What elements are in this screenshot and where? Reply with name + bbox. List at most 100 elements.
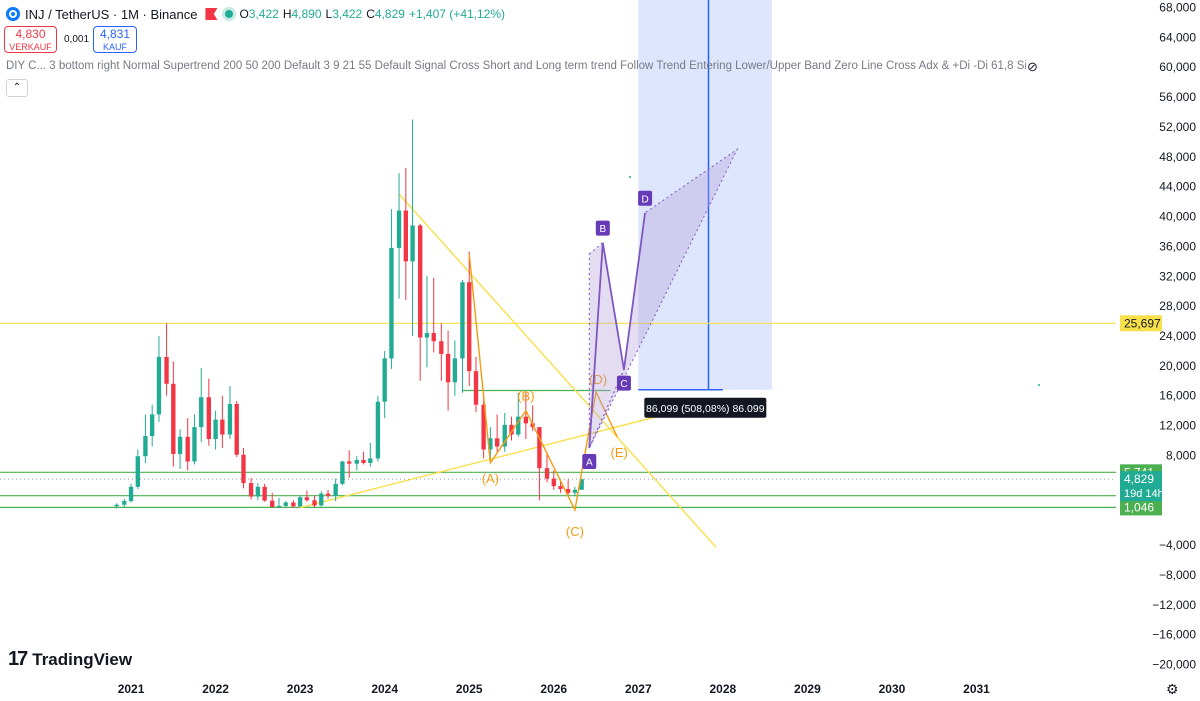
candle-body-28 — [312, 500, 317, 506]
candle-body-38 — [382, 358, 387, 402]
market-open-icon — [225, 10, 234, 18]
candle-body-22 — [270, 500, 275, 507]
candle-body-14 — [213, 419, 218, 440]
x-tick-label-7: 2028 — [710, 682, 737, 696]
candle-body-11 — [192, 427, 197, 462]
projection-label-text: 86,099 (508,08%) 86.099 — [646, 403, 765, 415]
binance-coin-icon — [6, 7, 20, 21]
candle-body-66 — [579, 479, 584, 490]
candle-body-31 — [333, 483, 338, 496]
chart-header: INJ / TetherUS · 1M · Binance O 3,422 H … — [6, 4, 505, 24]
xabcd-label-3: D — [641, 194, 648, 205]
y-tick-label-6: 44,000 — [1159, 180, 1196, 194]
buy-price: 4,831 — [99, 27, 131, 41]
candle-body-30 — [325, 493, 331, 496]
candle-body-43 — [418, 225, 423, 338]
candle-body-50 — [467, 282, 472, 372]
candle-body-24 — [283, 502, 288, 506]
high-label: H — [282, 7, 292, 21]
candle-body-44 — [424, 333, 430, 338]
level-tag-0 — [1120, 315, 1162, 332]
low-value: 3,422 — [332, 7, 363, 21]
abcde-label-3: (C) — [566, 524, 584, 539]
xabcd-label-2: C — [620, 379, 627, 390]
y-tick-label-9: 32,000 — [1159, 269, 1196, 283]
current-price-tag — [1120, 471, 1162, 502]
hide-eye-icon[interactable]: ⊘ — [1027, 59, 1038, 74]
countdown-label: 19d 14h — [1124, 488, 1164, 500]
candle-body-61 — [544, 468, 550, 479]
tradingview-logo[interactable]: 17 TradingView — [8, 648, 132, 671]
symbol-title[interactable]: INJ / TetherUS · 1M · Binance — [25, 6, 198, 22]
stray-dot-1 — [1038, 384, 1040, 386]
candle-body-33 — [346, 461, 352, 464]
candle-body-51 — [473, 371, 479, 405]
xabcd-badge-2 — [616, 375, 631, 391]
candle-body-56 — [509, 424, 514, 435]
x-tick-label-8: 2029 — [794, 682, 821, 696]
trendline-0 — [398, 193, 717, 548]
y-tick-label-4: 52,000 — [1159, 120, 1196, 134]
indicator-legend[interactable]: DIY C... 3 bottom right Normal Supertren… — [6, 60, 1026, 72]
candle-body-25 — [291, 502, 296, 507]
xabcd-label-1: B — [599, 224, 606, 235]
y-tick-label-12: 20,000 — [1159, 359, 1196, 373]
settings-gear-icon[interactable]: ⚙ — [1166, 681, 1179, 697]
candle-body-35 — [361, 459, 366, 463]
candle-body-58 — [523, 416, 529, 424]
candle-body-62 — [551, 478, 556, 487]
candle-body-36 — [368, 458, 373, 463]
candle-body-37 — [375, 401, 381, 459]
candle-body-19 — [248, 483, 254, 497]
abcde-label-2: (B) — [517, 389, 534, 404]
flag-icon[interactable] — [205, 8, 218, 20]
candle-body-47 — [445, 353, 451, 383]
candle-body-9 — [177, 436, 183, 454]
projection-label-bg — [644, 397, 767, 418]
sell-price: 4,830 — [15, 27, 46, 41]
candle-body-34 — [354, 459, 359, 464]
tradingview-logo-mark: 17 — [8, 648, 28, 670]
x-tick-label-0: 2021 — [118, 682, 145, 696]
candle-body-2 — [128, 486, 134, 502]
x-tick-label-1: 2022 — [202, 682, 229, 696]
candle-body-8 — [171, 383, 176, 454]
y-tick-label-18: −4,000 — [1159, 538, 1196, 552]
abcde-label-1: (A) — [482, 471, 499, 486]
candle-body-54 — [494, 438, 500, 447]
candle-body-3 — [135, 456, 140, 487]
candle-body-16 — [227, 403, 233, 435]
candle-body-39 — [389, 247, 394, 359]
candle-body-65 — [572, 489, 578, 493]
x-tick-label-4: 2025 — [456, 682, 483, 696]
y-tick-label-20: −12,000 — [1152, 598, 1196, 612]
current-price-label: 4,829 — [1124, 472, 1154, 486]
x-tick-label-6: 2027 — [625, 682, 652, 696]
x-tick-label-5: 2026 — [540, 682, 567, 696]
candle-body-46 — [439, 341, 444, 354]
abcde-pattern-line — [468, 253, 618, 513]
y-tick-label-22: −20,000 — [1152, 658, 1196, 672]
xabcd-badge-0 — [582, 454, 597, 469]
close-label: C — [366, 7, 375, 21]
tradingview-logo-text: TradingView — [32, 649, 133, 669]
y-tick-label-7: 40,000 — [1159, 210, 1196, 224]
y-tick-label-5: 48,000 — [1159, 150, 1196, 164]
candle-body-18 — [241, 454, 246, 484]
y-tick-label-3: 56,000 — [1159, 90, 1196, 104]
spread-value: 0,001 — [64, 34, 90, 45]
trendline-1 — [299, 406, 696, 509]
buy-button[interactable]: 4,831 KAUF — [93, 26, 137, 53]
level-tag-label-3: 1,046 — [1124, 500, 1154, 514]
sell-button[interactable]: 4,830 VERKAUF — [4, 26, 57, 53]
candle-body-27 — [304, 497, 310, 501]
xabcd-badge-1 — [595, 220, 610, 236]
y-tick-label-14: 12,000 — [1159, 419, 1196, 433]
candle-body-29 — [319, 493, 324, 506]
xabcd-fill-1 — [588, 241, 625, 449]
low-label: L — [325, 7, 333, 21]
open-value: 3,422 — [248, 7, 279, 21]
collapse-legend-button[interactable]: ⌃ — [6, 79, 28, 97]
close-value: 4,829 — [374, 7, 405, 21]
